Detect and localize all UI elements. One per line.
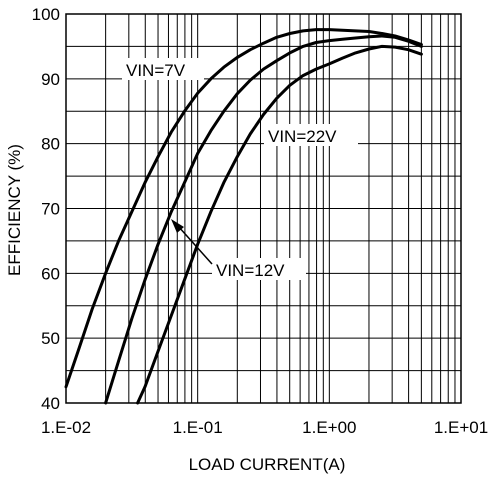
y-tick-label: 40	[41, 394, 60, 413]
series-line-vin-12v	[104, 34, 423, 405]
y-tick-label: 90	[41, 70, 60, 89]
label-bg-22v	[264, 124, 358, 146]
y-tick-label: 50	[41, 329, 60, 348]
x-tick-label: 1.E-01	[173, 418, 223, 437]
annotation-arrow-head	[171, 219, 184, 233]
label-bg-7v	[122, 58, 204, 80]
series-lines	[64, 28, 423, 405]
series-label-vin-12v: VIN=12V	[216, 261, 285, 280]
tick-labels: 1.E-02 1.E-01 1.E+00 1.E+01 40 50 60 70 80 90 100	[32, 5, 489, 437]
y-tick-label: 60	[41, 264, 60, 283]
y-tick-label: 80	[41, 135, 60, 154]
y-tick-label: 100	[32, 5, 60, 24]
x-tick-label: 1.E+01	[434, 418, 488, 437]
series-line-vin-7v	[64, 28, 423, 389]
annotation-arrow-line	[177, 225, 213, 265]
x-tick-label: 1.E-02	[41, 418, 91, 437]
series-line-vin-22v	[136, 44, 423, 405]
x-tick-label: 1.E+00	[302, 418, 356, 437]
plot-frame	[65, 13, 462, 404]
x-axis-title: LOAD CURRENT(A)	[189, 455, 346, 474]
y-axis-title: EFFICIENCY (%)	[5, 144, 24, 276]
series-label-vin-7v: VIN=7V	[126, 61, 186, 80]
series-label-vin-22v: VIN=22V	[268, 127, 337, 146]
annotations: VIN=7V VIN=22V VIN=12V	[122, 58, 358, 280]
y-tick-label: 70	[41, 200, 60, 219]
label-bg-12v	[212, 258, 306, 280]
